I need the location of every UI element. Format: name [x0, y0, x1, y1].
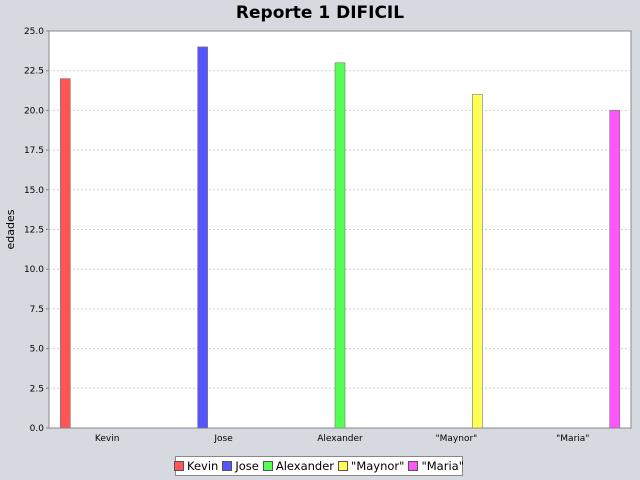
- x-tick-label: "Maria": [556, 434, 589, 444]
- legend-item: "Maria": [408, 459, 464, 473]
- legend-item: Jose: [222, 459, 259, 473]
- x-tick-label: Kevin: [95, 434, 120, 444]
- y-tick-label: 15.0: [24, 186, 44, 196]
- axes: 0.0 2.5 5.0 7.5 10.0 12.5 15.0 17.5 20.0 22.5 25.0…: [24, 27, 589, 444]
- y-tick-label: 22.5: [24, 67, 44, 77]
- legend-label: Alexander: [275, 459, 335, 473]
- y-tick-label: 2.5: [30, 384, 44, 394]
- legend-swatch: [262, 461, 273, 471]
- legend-swatch: [174, 461, 185, 471]
- bar: [59, 78, 71, 429]
- bars: [59, 46, 621, 429]
- y-tick-label: 12.5: [24, 226, 44, 236]
- legend-swatch: [408, 461, 419, 471]
- y-tick-label: 20.0: [24, 106, 44, 116]
- legend-item: Alexander: [262, 459, 335, 473]
- legend-item: "Maynor": [338, 459, 404, 473]
- legend-label: "Maynor": [351, 459, 405, 473]
- y-axis-label: edades: [4, 209, 17, 249]
- bar: [609, 110, 621, 429]
- legend-label: Jose: [235, 459, 259, 473]
- y-tick-label: 10.0: [24, 265, 44, 275]
- legend-item: Kevin: [174, 459, 218, 473]
- legend-label: "Maria": [421, 459, 464, 473]
- y-tick-label: 5.0: [30, 345, 45, 355]
- y-tick-label: 25.0: [24, 27, 44, 37]
- bar: [334, 62, 346, 429]
- y-tick-label: 0.0: [30, 424, 45, 434]
- chart-title: Reporte 1 DIFICIL: [235, 3, 405, 23]
- legend-swatch: [222, 461, 233, 471]
- y-tick-label: 17.5: [24, 146, 44, 156]
- legend-label: Kevin: [187, 459, 219, 473]
- grid-lines: [49, 70, 631, 389]
- legend: Kevin Jose Alexander "Maynor" "Maria": [174, 456, 464, 476]
- x-tick-label: "Maynor": [436, 434, 478, 444]
- x-tick-label: Jose: [213, 434, 233, 444]
- legend-swatch: [338, 461, 349, 471]
- y-tick-label: 7.5: [30, 305, 44, 315]
- x-tick-label: Alexander: [317, 434, 363, 444]
- bar: [197, 46, 208, 429]
- bar: [472, 94, 483, 429]
